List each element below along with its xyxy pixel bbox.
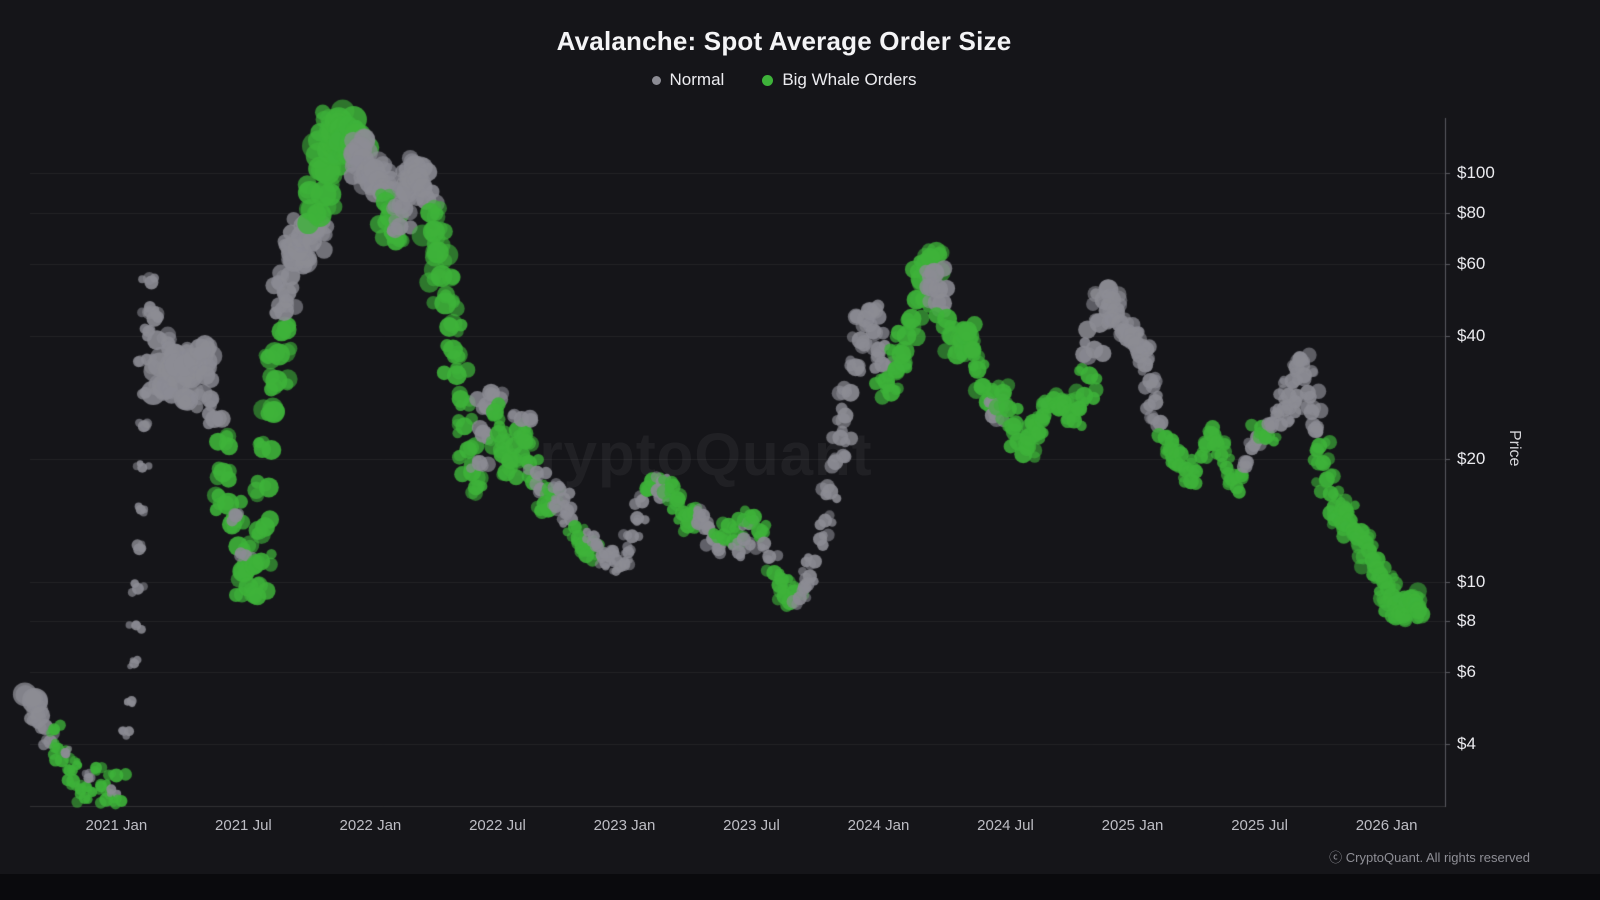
- x-tick-label: 2025 Jan: [1101, 817, 1164, 834]
- legend-item-big-whale-orders[interactable]: Big Whale Orders: [762, 70, 916, 90]
- y-tick-label: $4: [1457, 734, 1476, 753]
- footer-bar: [0, 874, 1600, 900]
- y-tick-label: $40: [1457, 325, 1486, 345]
- x-tick-label: 2022 Jan: [339, 817, 402, 834]
- x-tick-label: 2022 Jul: [469, 817, 526, 834]
- x-tick-label: 2024 Jan: [847, 817, 910, 834]
- chart-title: Avalanche: Spot Average Order Size: [556, 26, 1012, 56]
- x-tick-label: 2021 Jul: [215, 817, 272, 834]
- y-tick-label: $60: [1457, 253, 1486, 273]
- y-tick-label: $6: [1457, 662, 1476, 682]
- legend-item-normal[interactable]: Normal: [651, 70, 725, 90]
- y-tick-label: $8: [1457, 611, 1476, 631]
- whale-dot-icon: [762, 74, 774, 86]
- y-tick-label: $10: [1457, 571, 1486, 591]
- normal-dot-icon: [651, 75, 661, 85]
- copyright-note: ⓒ CryptoQuant. All rights reserved: [1329, 850, 1530, 865]
- x-tick-label: 2021 Jan: [85, 817, 148, 834]
- x-tick-label: 2023 Jul: [723, 817, 780, 834]
- x-tick-label: 2023 Jan: [593, 817, 656, 834]
- chart-legend: Normal Big Whale Orders: [0, 70, 1568, 90]
- chart-header: Avalanche: Spot Average Order Size Norma…: [0, 0, 1568, 90]
- y-tick-label: $100: [1457, 163, 1495, 183]
- legend-label-normal: Normal: [669, 70, 725, 89]
- x-tick-label: 2024 Jul: [977, 817, 1034, 834]
- x-tick-label: 2026 Jan: [1355, 817, 1418, 834]
- y-tick-label: $20: [1457, 448, 1486, 468]
- x-tick-label: 2025 Jul: [1231, 817, 1288, 834]
- legend-label-big-whale-orders: Big Whale Orders: [782, 70, 917, 89]
- y-axis-title: Price: [1506, 430, 1523, 467]
- y-tick-label: $80: [1457, 202, 1486, 222]
